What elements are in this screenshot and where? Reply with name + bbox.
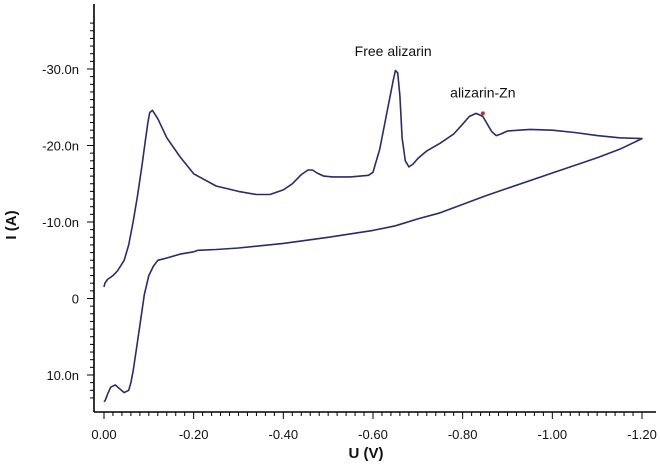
x-axis-title: U (V) — [349, 445, 384, 462]
y-tick-labels: -30.0n -20.0n -10.0n 0 10.0n — [42, 62, 79, 383]
x-tick-label: 0.00 — [91, 427, 116, 442]
x-tick-labels: 0.00 -0.20 -0.40 -0.60 -0.80 -1.00 -1.20 — [91, 427, 656, 442]
axes — [93, 4, 656, 413]
tick-marks — [87, 22, 643, 419]
x-tick-label: -1.00 — [538, 427, 568, 442]
peak-marker — [480, 111, 485, 116]
y-tick-label: 0 — [72, 292, 79, 307]
annotation-alizarin-zn: alizarin-Zn — [450, 84, 515, 100]
y-tick-label: -20.0n — [42, 139, 79, 154]
y-tick-label: -10.0n — [42, 215, 79, 230]
x-tick-label: -0.20 — [179, 427, 209, 442]
x-tick-label: -0.60 — [358, 427, 388, 442]
annotation-free-alizarin: Free alizarin — [355, 43, 432, 59]
y-axis-title: I (A) — [3, 210, 20, 239]
y-tick-label: 10.0n — [46, 368, 79, 383]
series-line-voltammogram — [103, 69, 643, 403]
x-tick-label: -0.40 — [269, 427, 299, 442]
x-tick-label: -1.20 — [627, 427, 657, 442]
y-tick-label: -30.0n — [42, 62, 79, 77]
x-tick-label: -0.80 — [448, 427, 478, 442]
